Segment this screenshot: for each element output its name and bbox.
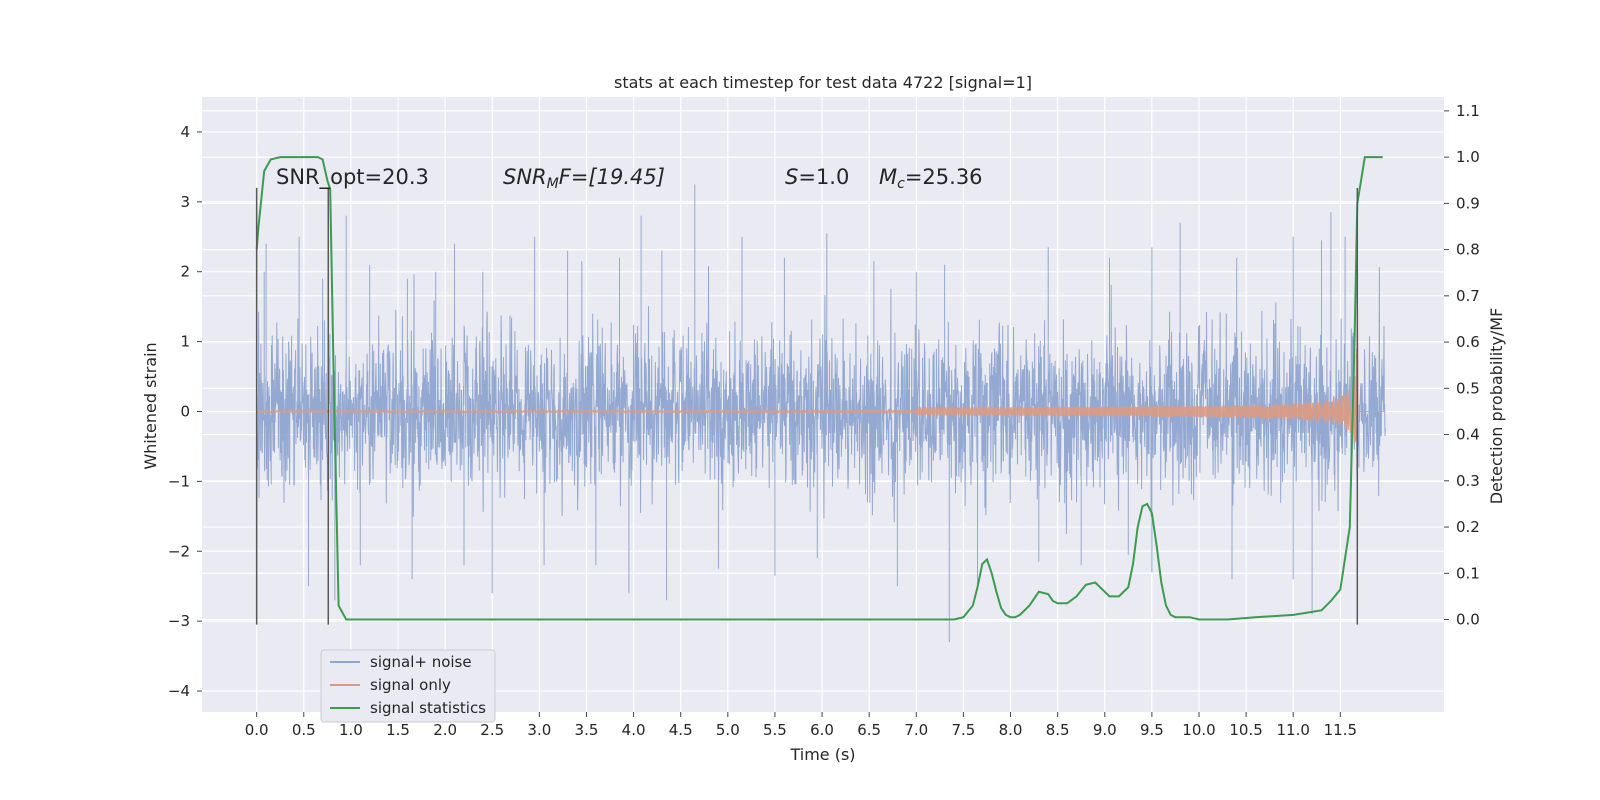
x-tick-label: 1.5 (386, 721, 410, 739)
y-right-tick-label: 0.0 (1456, 611, 1480, 629)
x-tick-label: 11.5 (1324, 721, 1357, 739)
x-tick-label: 10.0 (1182, 721, 1215, 739)
y-right-tick-label: 0.4 (1456, 426, 1480, 444)
x-tick-label: 2.0 (433, 721, 457, 739)
x-tick-label: 9.0 (1093, 721, 1117, 739)
annotation-mc-sub: c (897, 176, 905, 192)
x-tick-label: 11.0 (1277, 721, 1310, 739)
y-right-tick-label: 0.3 (1456, 472, 1480, 490)
chart-title: stats at each timestep for test data 472… (614, 73, 1032, 92)
y-right-tick-label: 0.6 (1456, 333, 1480, 351)
y-left-tick-label: −1 (168, 472, 190, 490)
annotation-s-var: S (785, 165, 798, 189)
x-tick-label: 8.0 (999, 721, 1023, 739)
x-tick-label: 7.5 (951, 721, 975, 739)
legend-label-signal: signal only (370, 676, 451, 694)
series-layer (255, 156, 1386, 643)
y-left-tick-label: −4 (168, 682, 190, 700)
y-axis-right-title: Detection probability/MF (1487, 308, 1506, 505)
x-tick-label: 2.5 (480, 721, 504, 739)
y-axis-left-title: Whitened strain (141, 342, 160, 469)
y-left-tick-label: 3 (180, 193, 190, 211)
axes: 0.0 0.5 1.0 1.5 2.0 2.5 3.0 3.5 4.0 4.5 5.0 5.5 6.0 6… (168, 102, 1480, 739)
y-left-tick-label: 2 (180, 263, 190, 281)
annotation-mc-val: =25.36 (905, 165, 983, 189)
series-signal-only-line (256, 308, 1386, 443)
legend-box (320, 649, 496, 723)
x-tick-label: 4.0 (622, 721, 646, 739)
annotation-snr-mf-prefix: SNR (503, 165, 547, 189)
y-right-tick-label: 1.1 (1456, 102, 1480, 120)
annotation-snr-mf: SNRMF=[19.45] (503, 165, 665, 192)
annotation-row: SNR_opt=20.3 SNRMF=[19.45] S=1.0 Mc=25.3… (276, 165, 983, 192)
annotation-mc-var: M (879, 165, 897, 189)
annotation-s-val: =1.0 (798, 165, 849, 189)
y-right-tick-label: 0.1 (1456, 564, 1480, 582)
legend: signal+ noise signal only signal statist… (320, 649, 496, 723)
y-right-tick-label: 0.9 (1456, 194, 1480, 212)
series-signal-statistics-line (255, 156, 1383, 621)
y-right-tick-label: 0.8 (1456, 241, 1480, 259)
x-tick-label: 0.0 (245, 721, 269, 739)
x-tick-label: 9.5 (1140, 721, 1164, 739)
x-axis-title: Time (s) (789, 745, 855, 764)
x-tick-label: 0.5 (292, 721, 316, 739)
legend-label-stats: signal statistics (370, 699, 486, 717)
annotation-s: S=1.0 (785, 165, 849, 189)
x-tick-label: 5.0 (716, 721, 740, 739)
x-tick-label: 10.5 (1229, 721, 1262, 739)
x-tick-label: 1.0 (339, 721, 363, 739)
x-tick-label: 3.0 (527, 721, 551, 739)
x-tick-label: 5.5 (763, 721, 787, 739)
legend-label-noise: signal+ noise (370, 653, 472, 671)
x-tick-label: 6.5 (857, 721, 881, 739)
x-tick-label: 6.0 (810, 721, 834, 739)
x-tick-label: 3.5 (575, 721, 599, 739)
series-signal-noise-line (256, 184, 1386, 643)
x-tick-label: 7.0 (904, 721, 928, 739)
annotation-snr-mf-sub: M (547, 176, 559, 192)
y-right-tick-label: 1.0 (1456, 148, 1480, 166)
y-left-tick-label: −3 (168, 612, 190, 630)
annotation-snr-opt: SNR_opt=20.3 (276, 165, 429, 190)
y-left-tick-label: −2 (168, 542, 190, 560)
y-right-tick-label: 0.2 (1456, 518, 1480, 536)
y-left-tick-label: 0 (180, 402, 190, 420)
x-tick-label: 4.5 (669, 721, 693, 739)
annotation-mc: Mc=25.36 (879, 165, 983, 192)
x-tick-label: 8.5 (1046, 721, 1070, 739)
y-right-tick-label: 0.7 (1456, 287, 1480, 305)
annotation-snr-mf-suffix: F=[19.45] (559, 165, 665, 189)
grid (202, 97, 1444, 712)
vertical-lines (255, 187, 1359, 625)
y-left-tick-label: 1 (180, 333, 190, 351)
y-right-tick-label: 0.5 (1456, 379, 1480, 397)
y-left-tick-label: 4 (180, 123, 190, 141)
